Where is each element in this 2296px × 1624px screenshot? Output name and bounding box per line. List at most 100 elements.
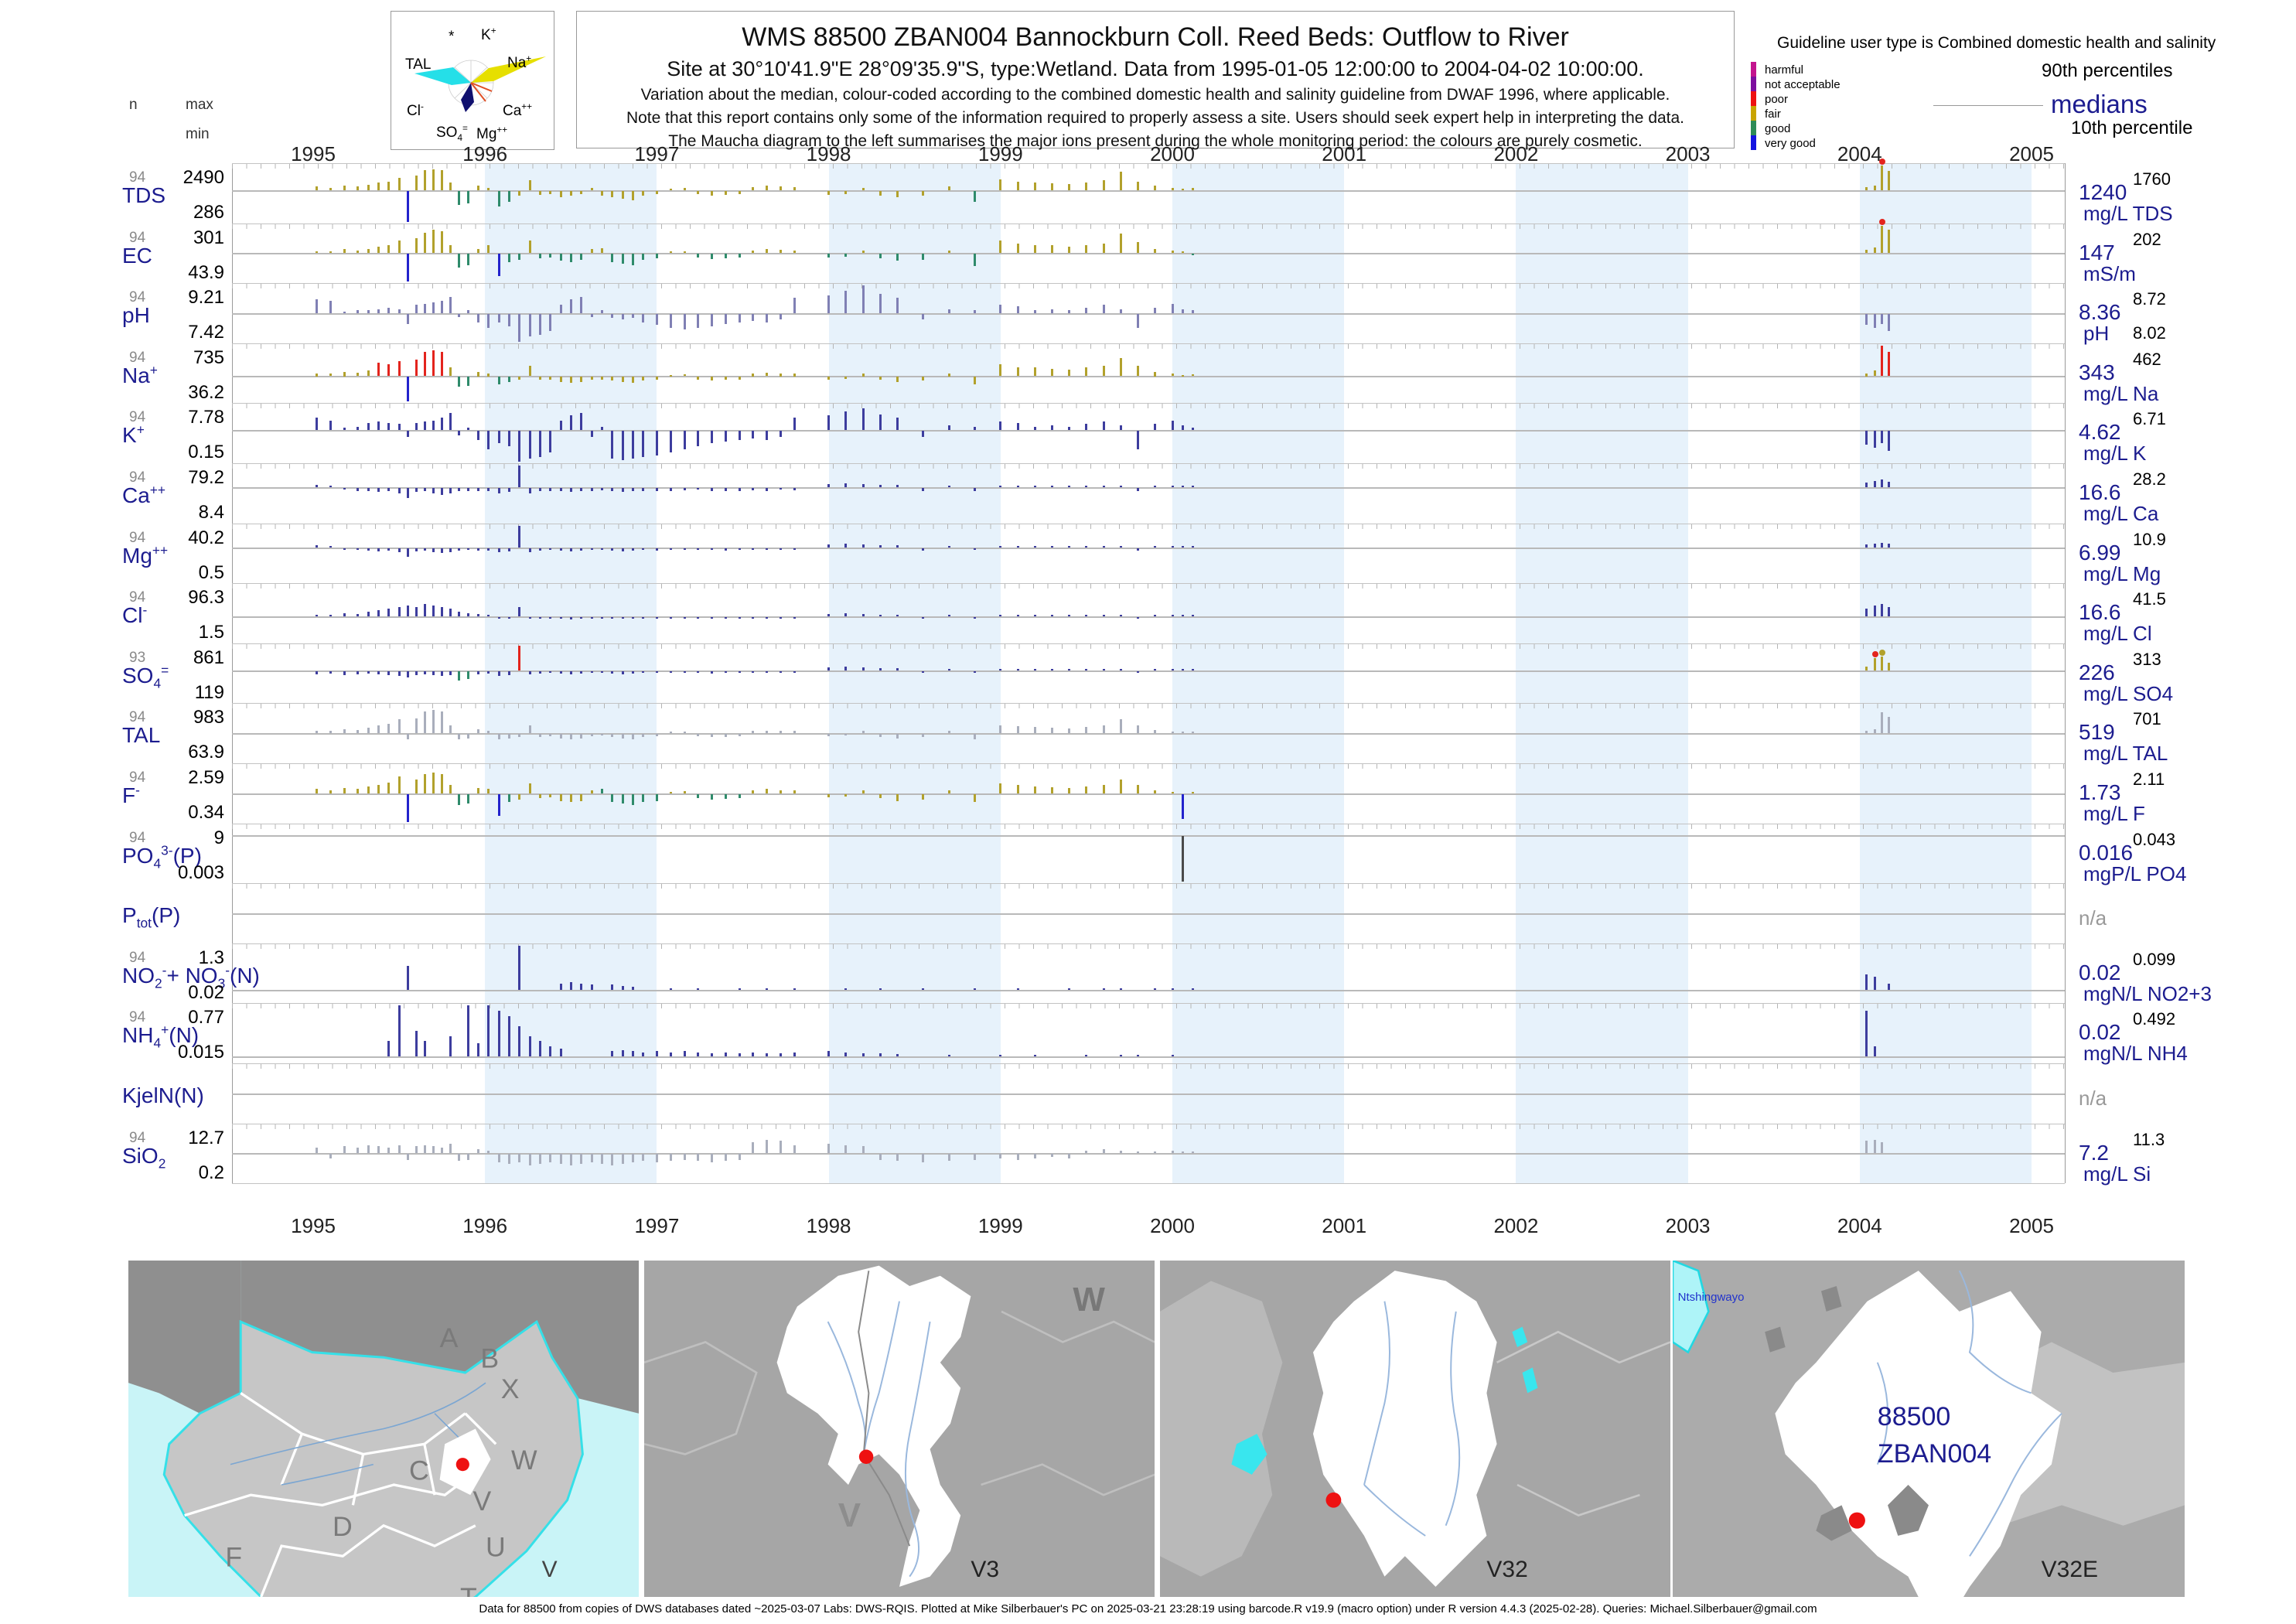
data-bar: [315, 418, 318, 431]
data-bar: [999, 421, 1002, 431]
month-ticks: [232, 1064, 2065, 1069]
row-divider: [232, 223, 2065, 224]
data-bar: [922, 1154, 925, 1163]
data-bar: [683, 548, 686, 550]
median-baseline: [232, 189, 2065, 192]
median-baseline: [232, 616, 2065, 618]
data-bar: [406, 431, 409, 438]
data-bar: [1192, 791, 1195, 793]
row-median-value: 1240: [2079, 180, 2127, 204]
data-bar: [1888, 716, 1891, 734]
data-bar: [697, 616, 700, 619]
data-bar: [669, 548, 672, 551]
data-bar: [466, 488, 469, 491]
data-bar: [1874, 1139, 1877, 1154]
data-bar: [497, 1154, 500, 1163]
data-bar: [631, 616, 634, 619]
data-bar: [922, 988, 925, 991]
data-bar: [779, 616, 782, 619]
data-bar: [1171, 420, 1174, 431]
data-bar: [590, 377, 593, 380]
data-bar: [621, 377, 624, 382]
data-bar: [1085, 786, 1088, 793]
data-bar: [1171, 374, 1174, 377]
data-bar: [1068, 246, 1071, 254]
data-bar: [752, 1142, 755, 1154]
data-bar: [343, 1146, 346, 1154]
data-bar: [621, 431, 624, 460]
data-bar: [1865, 483, 1868, 487]
data-bar: [1016, 614, 1019, 616]
data-bar: [669, 1154, 672, 1162]
data-bar: [518, 607, 521, 616]
data-bar: [377, 421, 380, 431]
data-bar: [1137, 431, 1140, 450]
data-bar: [406, 734, 409, 740]
row-divider: [232, 403, 2065, 404]
data-bar: [1051, 545, 1053, 548]
data-bar: [1881, 345, 1884, 377]
data-bar: [611, 984, 614, 991]
data-bar: [476, 488, 479, 492]
data-bar: [724, 548, 727, 551]
row-p90-value: 2.11: [2133, 769, 2165, 789]
data-bar: [1033, 545, 1036, 548]
data-bar: [487, 187, 490, 190]
data-bar: [793, 373, 796, 377]
data-bar: [1881, 712, 1884, 734]
data-bar: [343, 428, 346, 431]
data-bar: [377, 785, 380, 793]
row-min-value: 119: [194, 681, 224, 703]
median-baseline: [232, 547, 2065, 549]
data-bar: [549, 1154, 552, 1163]
data-bar: [387, 1148, 391, 1154]
data-bar: [752, 790, 755, 793]
data-bar: [397, 548, 401, 552]
data-bar: [779, 431, 782, 438]
data-bar: [423, 303, 426, 313]
row-median-value: 0.02: [2079, 1020, 2121, 1045]
data-bar: [549, 190, 552, 194]
data-bar: [1119, 545, 1122, 548]
data-bar: [1016, 243, 1019, 254]
data-bar: [766, 186, 769, 190]
data-bar: [1874, 314, 1877, 328]
data-bar: [315, 299, 318, 313]
data-bar: [518, 793, 521, 800]
data-bar: [766, 488, 769, 491]
data-bar: [1016, 367, 1019, 377]
map-urban-patches: [1765, 1285, 1929, 1541]
map-quaternary-v32e: Ntshingwayo 88500 ZBAN004 V32E: [1673, 1261, 2185, 1597]
data-bar: [642, 616, 645, 619]
data-bar: [518, 431, 521, 462]
data-bar: [397, 424, 401, 431]
data-bar: [315, 730, 318, 734]
data-bar: [655, 254, 658, 258]
data-bar: [642, 1154, 645, 1162]
data-bar: [590, 314, 593, 317]
data-bar: [621, 488, 624, 493]
class-color-swatch: [1751, 91, 1756, 106]
row-unit-label: mg/L Ca: [2083, 502, 2159, 525]
data-bar: [1171, 303, 1174, 313]
data-bar: [1119, 486, 1122, 487]
data-bar: [947, 425, 950, 431]
data-bar: [896, 545, 899, 548]
data-bar: [947, 309, 950, 313]
data-bar: [683, 616, 686, 619]
data-bar: [844, 254, 848, 257]
data-bar: [1181, 732, 1184, 734]
data-bar: [397, 1005, 401, 1056]
marker-dot: [1878, 159, 1885, 165]
data-bar: [367, 422, 370, 431]
data-bar: [738, 670, 741, 673]
data-bar: [449, 1035, 452, 1056]
data-bar: [1171, 791, 1174, 793]
data-bar: [1865, 974, 1868, 991]
data-bar: [1865, 314, 1868, 326]
data-bar: [1192, 427, 1195, 431]
data-bar: [559, 793, 562, 801]
data-bar: [827, 667, 831, 670]
map-corner-label: V: [541, 1556, 558, 1582]
data-bar: [1137, 242, 1140, 254]
